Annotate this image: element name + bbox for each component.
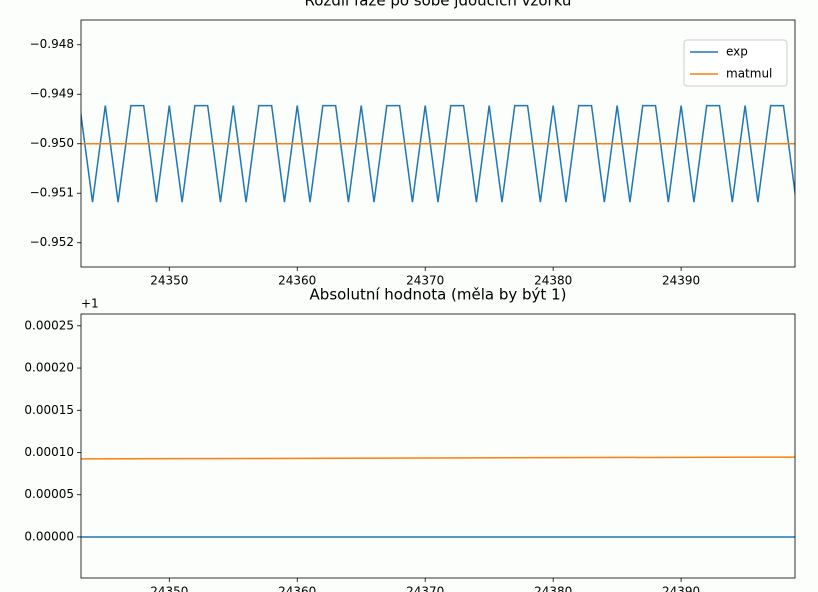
y-tick-label: −0.952 bbox=[30, 235, 74, 249]
y-tick-label: 0.00015 bbox=[24, 403, 74, 417]
chart-title: Rozdíl fáze po sobě jdoucích vzorků bbox=[305, 0, 572, 10]
plot-lines bbox=[81, 456, 795, 538]
plot-area bbox=[81, 314, 795, 578]
x-tick-label: 24390 bbox=[662, 274, 700, 288]
y-tick-label: −0.949 bbox=[30, 87, 74, 101]
y-tick-label: −0.950 bbox=[30, 136, 74, 150]
x-tick-label: 24360 bbox=[278, 274, 316, 288]
legend-label: exp bbox=[726, 45, 748, 59]
x-tick-label: 24350 bbox=[150, 274, 188, 288]
x-tick-label: 24350 bbox=[150, 585, 188, 592]
series-line bbox=[81, 104, 795, 203]
plot-lines bbox=[81, 104, 795, 203]
y-tick-label: 0.00010 bbox=[24, 445, 74, 459]
legend-label: matmul bbox=[726, 67, 772, 81]
x-tick-label: 24390 bbox=[662, 585, 700, 592]
x-tick-label: 24370 bbox=[406, 274, 444, 288]
series-line bbox=[81, 456, 795, 460]
x-tick-label: 24380 bbox=[534, 274, 572, 288]
y-tick-label: 0.00000 bbox=[24, 529, 74, 543]
x-tick-label: 24370 bbox=[406, 585, 444, 592]
axes-frame bbox=[80, 313, 796, 579]
axis-offset: +1 bbox=[81, 297, 99, 311]
y-tick-label: −0.951 bbox=[30, 186, 74, 200]
y-tick-label: 0.00025 bbox=[24, 318, 74, 332]
x-tick-label: 24360 bbox=[278, 585, 316, 592]
chart-title: Absolutní hodnota (měla by být 1) bbox=[310, 286, 567, 304]
y-tick-label: 0.00020 bbox=[24, 361, 74, 375]
y-tick-label: −0.948 bbox=[30, 37, 74, 51]
y-tick-label: 0.00005 bbox=[24, 487, 74, 501]
x-tick-label: 24380 bbox=[534, 585, 572, 592]
